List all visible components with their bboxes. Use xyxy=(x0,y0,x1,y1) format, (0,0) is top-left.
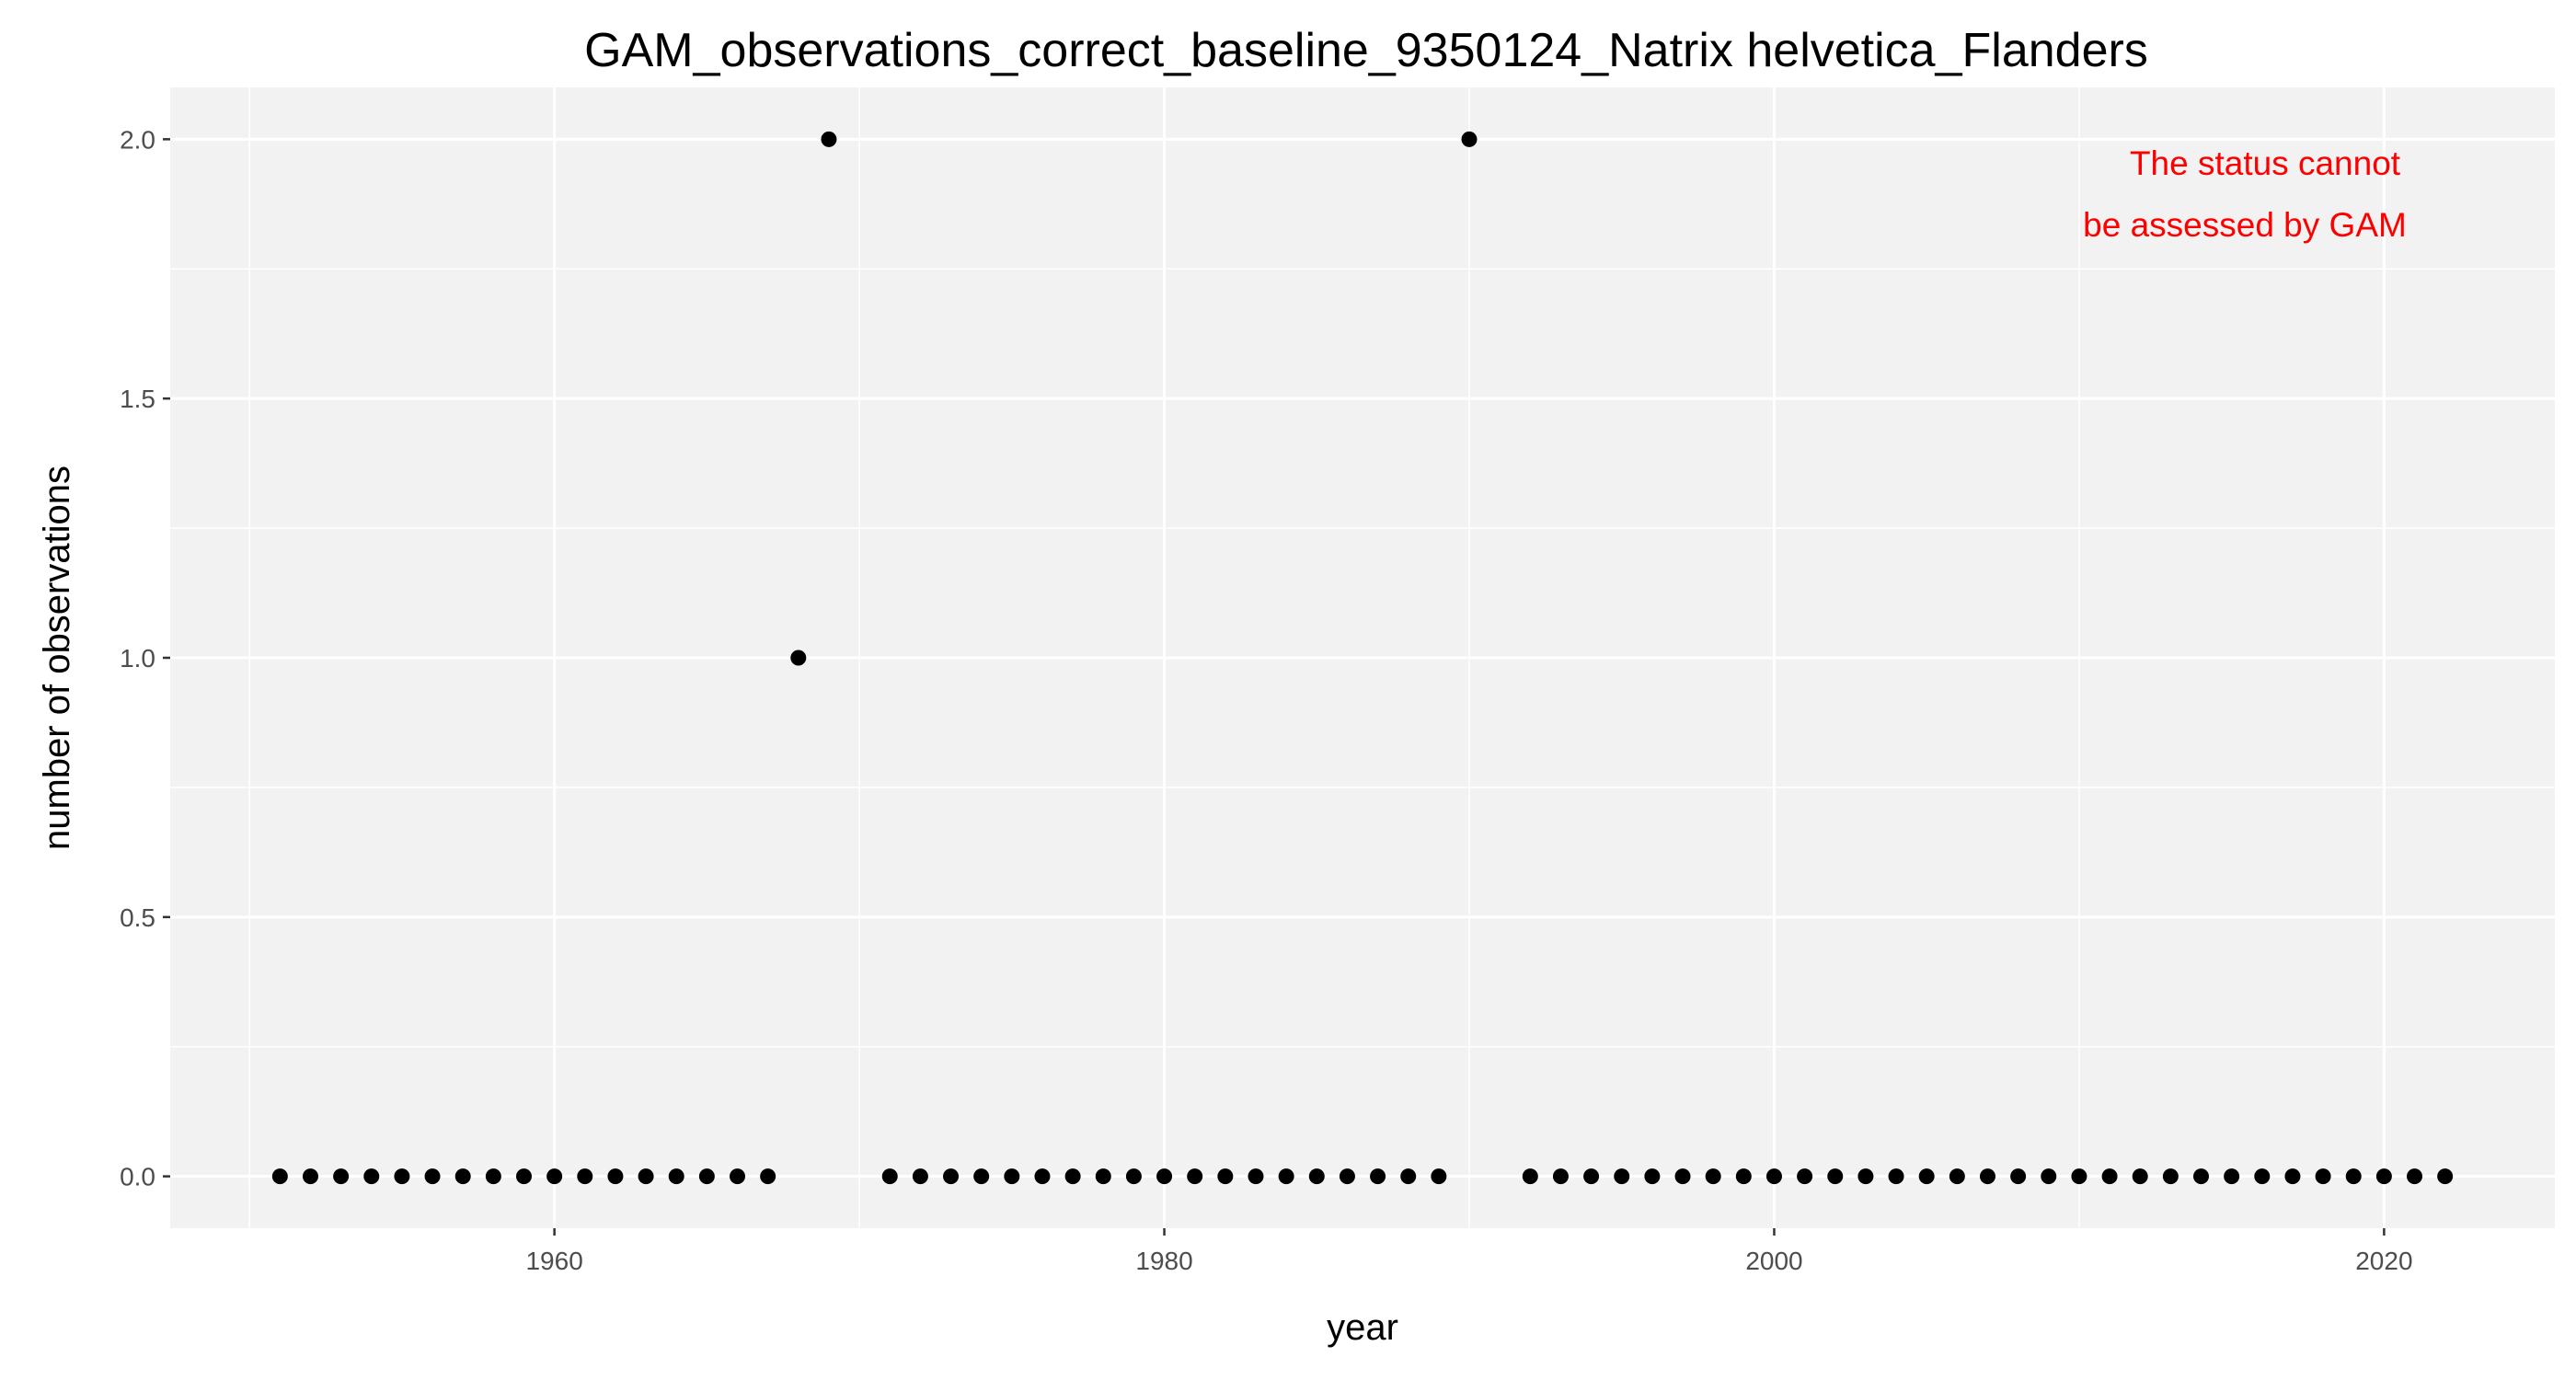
y-tick-label: 2.0 xyxy=(120,125,155,154)
data-point xyxy=(1552,1168,1569,1185)
data-point xyxy=(2254,1168,2271,1185)
data-point xyxy=(424,1168,441,1185)
data-point xyxy=(1765,1168,1782,1185)
data-point xyxy=(668,1168,684,1185)
data-point xyxy=(2071,1168,2087,1185)
data-point xyxy=(2345,1168,2362,1185)
data-point xyxy=(1797,1168,1813,1185)
data-points xyxy=(271,131,2454,1185)
major-gridlines xyxy=(170,87,2555,1228)
data-point xyxy=(1705,1168,1721,1185)
data-point xyxy=(730,1168,746,1185)
data-point xyxy=(302,1168,318,1185)
data-point xyxy=(515,1168,532,1185)
data-point xyxy=(2315,1168,2331,1185)
data-point xyxy=(1095,1168,1111,1185)
data-point xyxy=(2162,1168,2179,1185)
data-point xyxy=(2010,1168,2027,1185)
y-tick-label: 0.0 xyxy=(120,1163,155,1191)
data-point xyxy=(1918,1168,1935,1185)
y-axis: 0.0 0.5 1.0 1.5 2.0 xyxy=(120,125,170,1191)
data-point xyxy=(2101,1168,2118,1185)
data-point xyxy=(1217,1168,1234,1185)
data-point xyxy=(1522,1168,1538,1185)
data-point xyxy=(2193,1168,2210,1185)
data-point xyxy=(577,1168,593,1185)
data-point xyxy=(1888,1168,1904,1185)
data-point xyxy=(790,650,807,666)
data-point xyxy=(1583,1168,1600,1185)
data-point xyxy=(1400,1168,1417,1185)
data-point xyxy=(912,1168,928,1185)
data-point xyxy=(2132,1168,2148,1185)
chart-title: GAM_observations_correct_baseline_935012… xyxy=(584,24,2148,77)
data-point xyxy=(1156,1168,1173,1185)
data-point xyxy=(1949,1168,1965,1185)
data-point xyxy=(1004,1168,1020,1185)
data-point xyxy=(1674,1168,1691,1185)
x-axis: 1960 1980 2000 2020 xyxy=(525,1228,2413,1275)
data-point xyxy=(1339,1168,1355,1185)
data-point xyxy=(1125,1168,1142,1185)
data-point xyxy=(1034,1168,1051,1185)
x-tick-label: 2020 xyxy=(2355,1247,2412,1275)
data-point xyxy=(638,1168,654,1185)
data-point xyxy=(760,1168,776,1185)
data-point xyxy=(698,1168,715,1185)
data-point xyxy=(2284,1168,2301,1185)
annotation-line-1: The status cannot xyxy=(2130,144,2401,182)
data-point xyxy=(2375,1168,2392,1185)
data-point xyxy=(1370,1168,1386,1185)
y-axis-title: number of observations xyxy=(37,466,77,850)
data-point xyxy=(881,1168,898,1185)
data-point xyxy=(1644,1168,1661,1185)
data-point xyxy=(607,1168,624,1185)
data-point xyxy=(454,1168,471,1185)
data-point xyxy=(1461,131,1478,147)
data-point xyxy=(1248,1168,1264,1185)
y-tick-label: 1.5 xyxy=(120,385,155,413)
data-point xyxy=(1187,1168,1203,1185)
data-point xyxy=(2407,1168,2423,1185)
x-tick-label: 1980 xyxy=(1135,1247,1192,1275)
y-tick-label: 0.5 xyxy=(120,903,155,932)
data-point xyxy=(1431,1168,1447,1185)
data-point xyxy=(943,1168,960,1185)
data-point xyxy=(485,1168,501,1185)
data-point xyxy=(363,1168,380,1185)
data-point xyxy=(1827,1168,1844,1185)
data-point xyxy=(821,131,837,147)
data-point xyxy=(1857,1168,1874,1185)
x-tick-label: 2000 xyxy=(1745,1247,1802,1275)
x-tick-label: 1960 xyxy=(525,1247,582,1275)
data-point xyxy=(2224,1168,2240,1185)
annotation-line-2: be assessed by GAM xyxy=(2083,206,2407,244)
y-tick-label: 1.0 xyxy=(120,644,155,673)
data-point xyxy=(2041,1168,2057,1185)
data-point xyxy=(1979,1168,1995,1185)
data-point xyxy=(1278,1168,1294,1185)
data-point xyxy=(1308,1168,1325,1185)
data-point xyxy=(546,1168,563,1185)
data-point xyxy=(973,1168,990,1185)
x-axis-title: year xyxy=(1327,1307,1398,1348)
data-point xyxy=(271,1168,288,1185)
data-point xyxy=(333,1168,350,1185)
data-point xyxy=(2437,1168,2454,1185)
data-point xyxy=(1614,1168,1630,1185)
data-point xyxy=(1064,1168,1081,1185)
data-point xyxy=(1735,1168,1752,1185)
data-point xyxy=(394,1168,410,1185)
